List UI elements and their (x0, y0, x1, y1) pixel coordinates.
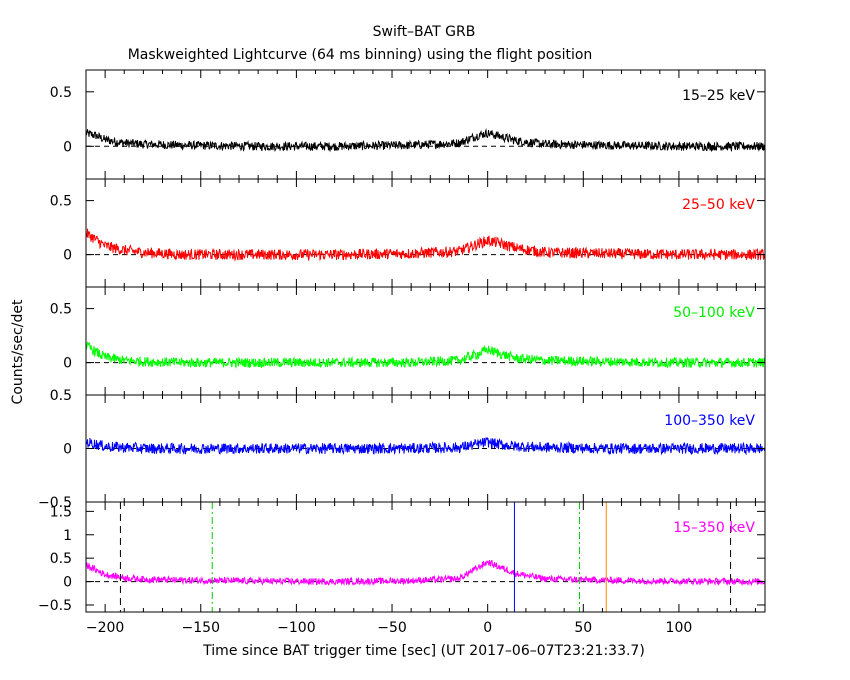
y-tick-label: 0.5 (50, 194, 72, 210)
x-tick-label: −100 (277, 620, 315, 636)
x-tick-label: −150 (182, 620, 220, 636)
panel-0: 0 0.5 15–25 keV (50, 69, 766, 180)
y-tick-label: 1.5 (50, 504, 72, 520)
y-tick-label: 0 (63, 356, 72, 372)
panel-frame (85, 69, 766, 180)
band-label: 25–50 keV (682, 197, 755, 213)
x-tick-label: 100 (666, 620, 693, 636)
y-tick-label: 0 (63, 248, 72, 264)
lightcurve-series-0 (86, 128, 765, 153)
y-axis-label: Counts/sec/det (10, 299, 26, 404)
panel-4: −0.5 0 0.5 1 1.5 15–350 keV (38, 501, 766, 614)
chart-title: Swift–BAT GRB (373, 24, 476, 40)
y-tick-label: 0.5 (50, 302, 72, 318)
panels-group: 0 0.5 15–25 keV 0 0.5 25–50 keV 0 0.5 50–100 keV… (38, 69, 766, 636)
y-tick-label: −0.5 (38, 598, 72, 614)
band-label: 50–100 keV (673, 305, 755, 321)
lightcurve-series-3 (86, 437, 765, 456)
band-label: 100–350 keV (664, 413, 755, 429)
x-tick-label: 0 (483, 620, 492, 636)
y-tick-label: 0.5 (50, 551, 72, 567)
y-tick-label: 0.5 (50, 85, 72, 101)
panel-frame (85, 286, 766, 396)
x-axis-label: Time since BAT trigger time [sec] (UT 20… (202, 643, 645, 659)
lightcurve-series-4 (86, 559, 765, 587)
lightcurve-series-2 (86, 341, 765, 369)
band-label: 15–25 keV (682, 88, 755, 104)
band-label: 15–350 keV (673, 520, 755, 536)
lightcurve-series-1 (86, 228, 765, 262)
y-tick-label: 0 (63, 575, 72, 591)
x-tick-label: −50 (377, 620, 407, 636)
y-tick-label: −0.5 (38, 495, 72, 511)
panel-2: 0 0.5 50–100 keV (50, 286, 766, 396)
panel-3: −0.5 0 0.5 100–350 keV (38, 388, 766, 511)
y-tick-label: 1 (63, 528, 72, 544)
y-tick-label: 0 (63, 139, 72, 155)
panel-1: 0 0.5 25–50 keV (50, 178, 766, 288)
panel-frame (85, 501, 766, 613)
panel-frame (85, 178, 766, 288)
y-tick-label: 0 (63, 442, 72, 458)
chart-subtitle: Maskweighted Lightcurve (64 ms binning) … (128, 47, 593, 63)
x-tick-label: −200 (86, 620, 124, 636)
y-tick-label: 0.5 (50, 388, 72, 404)
x-tick-label: 50 (574, 620, 592, 636)
